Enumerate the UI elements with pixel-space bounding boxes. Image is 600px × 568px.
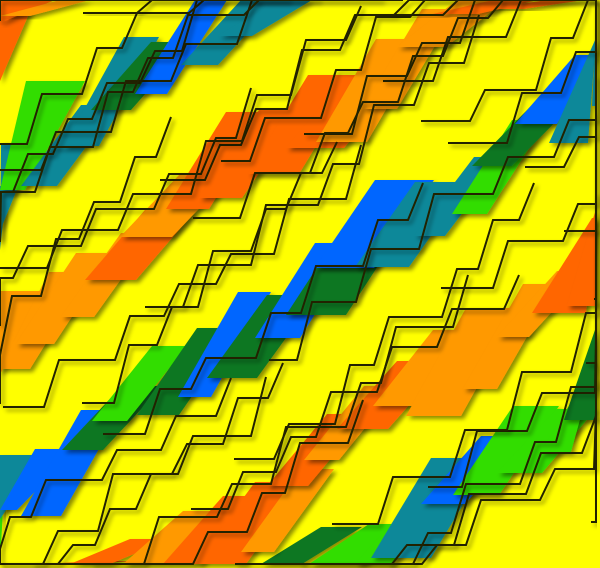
band-shape	[567, 209, 596, 306]
stepped-line	[421, 0, 596, 122]
stepped-line	[3, 144, 362, 408]
band-shape	[549, 38, 596, 143]
stepped-line	[0, 116, 172, 404]
stepped-line	[0, 377, 232, 564]
stepped-line	[304, 0, 596, 135]
stepped-line	[591, 249, 597, 523]
stepped-line	[387, 0, 596, 16]
stepped-line	[0, 87, 252, 326]
stepped-line	[0, 0, 382, 171]
band-shape	[218, 0, 312, 36]
band-shape	[564, 327, 596, 420]
stepped-line	[91, 274, 469, 565]
stepped-line	[193, 0, 504, 219]
stepped-line	[160, 0, 455, 181]
stepped-line	[269, 76, 597, 361]
band-shape	[135, 0, 227, 94]
stepped-line	[103, 182, 424, 435]
band-shape	[178, 292, 271, 397]
band-shape	[0, 0, 35, 81]
stepped-line	[221, 0, 525, 162]
stepped-line	[191, 274, 520, 510]
band-shape	[433, 0, 538, 14]
band-shape	[261, 527, 362, 564]
band-shape	[453, 406, 559, 495]
stepped-line	[0, 5, 362, 269]
stepped-line	[145, 14, 480, 308]
stepped-line	[32, 399, 364, 565]
band-shape	[487, 0, 584, 9]
stepped-line	[0, 0, 260, 243]
stepped-line	[234, 182, 535, 460]
band-shape	[0, 0, 90, 16]
stepped-line	[441, 0, 597, 289]
stepped-line	[383, 0, 596, 82]
band-shape	[92, 346, 187, 421]
stepped-line	[448, 0, 597, 144]
band-shape	[406, 308, 521, 416]
band-shape	[0, 81, 85, 190]
band-shape	[515, 55, 596, 124]
band-shape	[241, 469, 334, 552]
stepped-line	[300, 379, 597, 565]
